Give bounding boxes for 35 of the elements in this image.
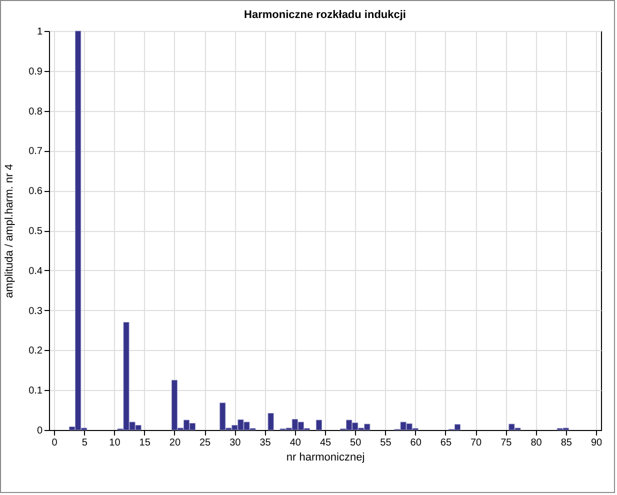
y-tick-label: 0.7 — [28, 146, 43, 158]
x-tick-label: 15 — [139, 438, 151, 448]
x-tick-label: 60 — [410, 438, 422, 448]
y-axis-title: amplituda / ampl.harm. nr 4 — [4, 164, 16, 298]
x-tick-label: 30 — [230, 438, 242, 448]
y-tick-label: 0 — [36, 426, 43, 436]
bar — [316, 420, 322, 430]
x-tick-label: 50 — [350, 438, 362, 448]
x-tick-label: 90 — [590, 438, 602, 448]
y-tick-label: 0.1 — [28, 386, 43, 397]
x-tick-label: 55 — [380, 438, 392, 448]
y-tick-label: 0.9 — [28, 66, 43, 78]
y-tick-label: 0.5 — [28, 226, 43, 237]
bar — [268, 412, 274, 430]
chart-title: Harmoniczne rozkładu indukcji — [244, 9, 406, 21]
x-tick-label: 45 — [320, 438, 332, 448]
x-tick-label: 65 — [440, 438, 452, 448]
y-tick-label: 0.6 — [28, 186, 43, 198]
x-tick-label: 20 — [169, 438, 181, 448]
y-tick-label: 1 — [36, 26, 43, 38]
x-tick-label: 80 — [530, 438, 542, 448]
x-tick-label: 5 — [82, 438, 88, 448]
y-tick-label: 0.8 — [28, 106, 43, 118]
x-tick-label: 35 — [260, 438, 272, 448]
x-tick-label: 10 — [109, 438, 121, 448]
x-tick-label: 40 — [290, 438, 302, 448]
x-tick-label: 0 — [52, 438, 58, 448]
x-tick-label: 85 — [560, 438, 572, 448]
y-tick-label: 0.2 — [28, 346, 43, 357]
y-tick-label: 0.4 — [28, 266, 43, 277]
x-tick-label: 70 — [470, 438, 482, 448]
x-tick-label: 25 — [199, 438, 212, 448]
y-tick-label: 0.3 — [28, 306, 43, 317]
x-tick-label: 75 — [500, 438, 512, 448]
x-axis-title: nr harmonicznej — [286, 452, 365, 464]
